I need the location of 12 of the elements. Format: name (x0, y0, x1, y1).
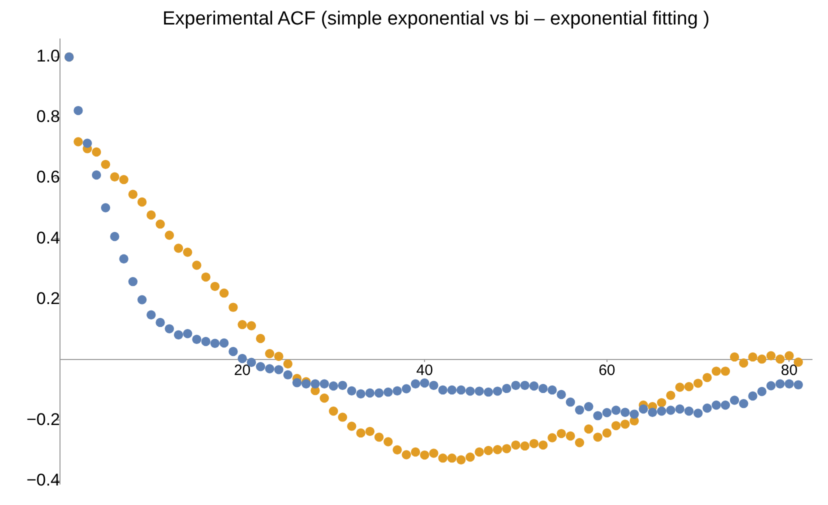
y-tick-label: 0.4 (36, 228, 60, 248)
chart-title: Experimental ACF (simple exponential vs bi – exponential fitting ) (162, 8, 710, 30)
x-tick-label: 40 (416, 362, 433, 379)
y-tick-label: −0.4 (26, 470, 60, 490)
x-tick-label: 60 (598, 362, 616, 379)
y-tick-label: 1.0 (36, 46, 60, 66)
y-tick-label: 0.6 (36, 168, 60, 187)
y-tick-label: −0.2 (26, 410, 60, 429)
x-tick-label: 20 (234, 362, 251, 379)
y-tick-label: 0.2 (36, 288, 60, 308)
x-tick-label: 80 (780, 362, 798, 379)
y-tick-label: 0.8 (36, 107, 60, 126)
